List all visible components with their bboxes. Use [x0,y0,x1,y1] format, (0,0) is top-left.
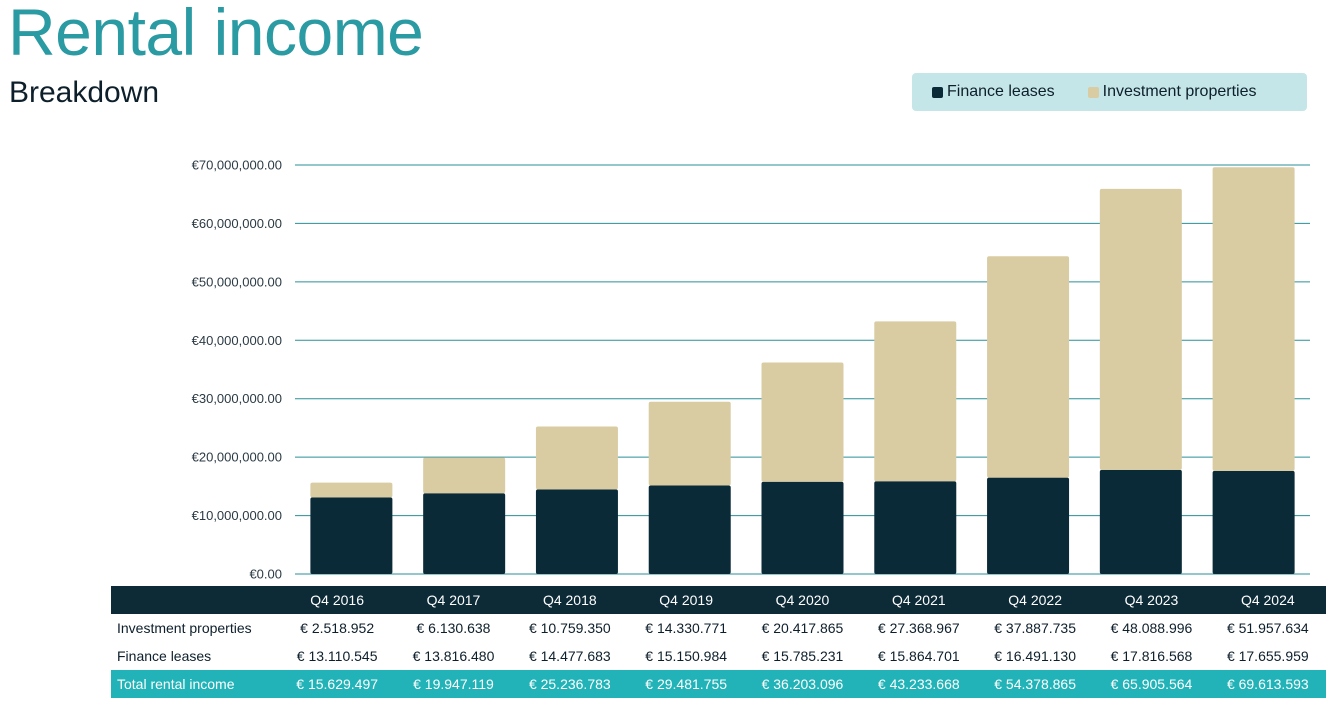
y-tick-label: €10,000,000.00 [192,508,282,523]
bar-finance-leases [1099,469,1182,574]
table-cell: € 16.491.130 [994,648,1076,664]
table-cell: € 2.518.952 [300,620,375,636]
table-header-cell: Q4 2023 [1093,586,1210,614]
bar-finance-leases [874,481,957,574]
y-tick-label: €70,000,000.00 [192,158,282,173]
table-cell: € 17.655.959 [1226,648,1309,664]
bar-investment-properties [1212,167,1295,471]
table-header-cell: Q4 2024 [1209,586,1326,614]
table-cell: € 10.759.350 [528,620,611,636]
table-cell: € 69.613.593 [1209,670,1326,698]
y-tick-label: €50,000,000.00 [192,274,282,289]
table-header-row: Q4 2016 Q4 2017 Q4 2018 Q4 2019 Q4 2020 Q4 20… [111,586,1326,614]
table-cell: € 15.785.231 [761,648,844,664]
table-cell: € 37.887.735 [994,620,1076,636]
data-table: Q4 2016 Q4 2017 Q4 2018 Q4 2019 Q4 2020 Q4 20… [111,586,1326,698]
bar-finance-leases [761,481,844,574]
legend-label-investment-properties: Investment properties [1102,83,1257,100]
bar-investment-properties [987,256,1070,478]
legend-swatch-investment-properties [1087,86,1099,98]
table-header-empty [111,586,279,614]
legend-item-finance-leases: Finance leases [932,83,1055,101]
table-header-cell: Q4 2017 [395,586,512,614]
table-cell: € 29.481.755 [627,670,745,698]
table-cell: € 19.947.119 [395,670,512,698]
table-cell: € 36.203.096 [744,670,861,698]
bar-investment-properties [535,426,618,490]
y-tick-label: €30,000,000.00 [192,391,282,406]
table-cell: € 14.477.683 [528,648,611,664]
bar-finance-leases [1212,470,1295,574]
table-cell: € 65.905.564 [1093,670,1210,698]
y-tick-label: €20,000,000.00 [192,450,282,465]
table-cell: € 15.150.984 [645,648,728,664]
legend-item-investment-properties: Investment properties [1087,83,1257,101]
chart-legend: Finance leases Investment properties [912,73,1307,111]
table-cell: € 51.957.634 [1226,620,1309,636]
table-cell: € 13.110.545 [296,648,378,664]
page-title: Rental income [8,0,424,69]
bar-finance-leases [423,493,506,574]
table-header-cell: Q4 2021 [860,586,977,614]
table-cell: € 15.629.497 [279,670,396,698]
y-tick-label: €40,000,000.00 [192,333,282,348]
bar-investment-properties [423,457,506,494]
table-row: Finance leases € 13.110.545 € 13.816.480 € … [111,642,1326,670]
table-header-cell: Q4 2020 [744,586,861,614]
y-tick-label: €0.00 [249,567,282,582]
bar-investment-properties [648,401,731,486]
table-cell: € 13.816.480 [412,648,495,664]
table-cell: € 14.330.771 [645,620,728,636]
table-cell: € 54.378.865 [976,670,1094,698]
bar-investment-properties [310,482,393,498]
table-cell: € 48.088.996 [1110,620,1193,636]
bar-investment-properties [1099,188,1182,470]
table-cell: € 17.816.568 [1110,648,1193,664]
table-header-cell: Q4 2019 [627,586,745,614]
table-cell: € 25.236.783 [511,670,628,698]
table-row-label: Total rental income [111,670,279,698]
table-header-cell: Q4 2016 [279,586,396,614]
bar-investment-properties [761,362,844,482]
bar-finance-leases [648,485,731,574]
legend-label-finance-leases: Finance leases [947,83,1055,100]
table-row-label: Finance leases [117,648,212,664]
table-cell: € 6.130.638 [416,620,491,636]
table-total-row: Total rental income € 15.629.497 € 19.947.… [111,670,1326,698]
table-header-cell: Q4 2018 [511,586,628,614]
legend-swatch-finance-leases [932,86,943,98]
table-cell: € 43.233.668 [860,670,977,698]
table-row-label: Investment properties [117,620,252,636]
bar-finance-leases [535,489,618,574]
table-header-cell: Q4 2022 [976,586,1094,614]
stacked-bar-chart: €0.00 €10,000,000.00 €20,000,000.00 €30,000… [192,158,1310,582]
y-tick-label: €60,000,000.00 [192,216,282,231]
bar-finance-leases [987,477,1070,574]
table-cell: € 15.864.701 [877,648,960,664]
table-row: Investment properties € 2.518.952 € 6.130.… [111,614,1326,642]
table-cell: € 27.368.967 [877,620,960,636]
table-cell: € 20.417.865 [761,620,844,636]
bar-finance-leases [310,497,393,574]
bar-investment-properties [874,321,957,482]
page-subtitle: Breakdown [9,76,160,109]
